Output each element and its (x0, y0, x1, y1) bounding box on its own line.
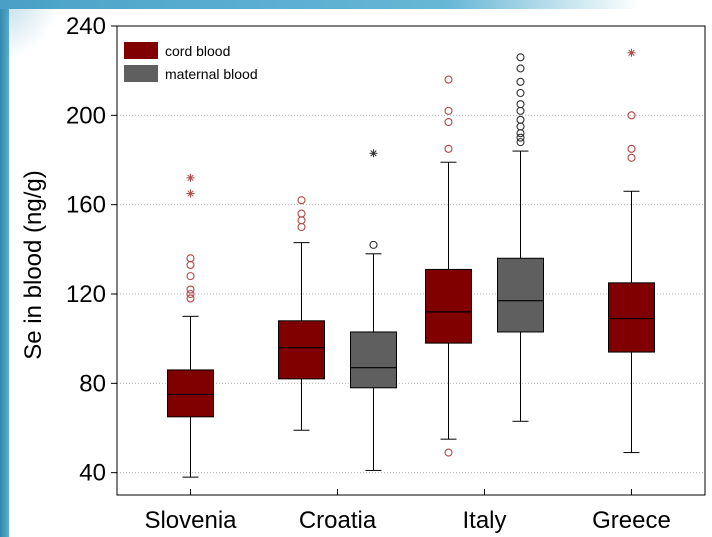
outlier-point (516, 122, 525, 131)
outlier-point (516, 53, 525, 62)
x-tick-label: Slovenia (144, 507, 237, 534)
outlier-point (627, 111, 636, 120)
outlier-point (444, 117, 453, 127)
outlier-point (444, 448, 453, 457)
corner-accent (0, 0, 60, 60)
box-iqr (497, 257, 544, 333)
outlier-point (627, 153, 636, 162)
y-axis-label: Se in blood (ng/g) (20, 170, 47, 359)
outlier-point (444, 106, 453, 115)
x-axis-ticks: Slovenia Croatia Italy Greece (144, 489, 671, 534)
outlier-point (627, 144, 636, 153)
box-iqr (167, 369, 214, 418)
box-cord-blood-slovenia (167, 173, 214, 478)
outlier-point (369, 240, 378, 249)
outlier-point (516, 133, 525, 142)
outlier-point (516, 77, 525, 86)
box-cord-blood-croatia (278, 196, 325, 431)
outlier-point (444, 75, 453, 84)
box-maternal-blood-italy (497, 53, 544, 422)
plot-frame (116, 25, 706, 496)
outlier-point (186, 285, 195, 294)
extreme-point (369, 149, 378, 158)
legend-swatch (124, 42, 158, 59)
legend-swatch (124, 65, 158, 82)
left-accent-band (0, 0, 9, 537)
box-maternal-blood-croatia (350, 149, 397, 471)
outlier-point (516, 100, 525, 109)
x-tick-label: Italy (462, 507, 506, 534)
legend-label: cord blood (165, 43, 230, 59)
legend-label: maternal blood (165, 66, 258, 82)
y-tick-label: 240 (66, 13, 106, 40)
y-tick-label: 80 (79, 370, 106, 397)
outlier-point (297, 196, 306, 205)
outlier-point (186, 289, 195, 299)
y-tick-label: 160 (66, 192, 106, 219)
top-accent-band (0, 0, 640, 9)
outlier-point (516, 129, 525, 138)
box-iqr (425, 268, 472, 344)
boxes-layer (167, 48, 655, 478)
outlier-point (186, 254, 195, 263)
y-tick-label: 40 (79, 460, 106, 487)
outlier-point (186, 272, 195, 281)
box-iqr (608, 282, 655, 353)
x-tick-label: Greece (592, 507, 671, 534)
box-cord-blood-italy (425, 75, 472, 457)
y-tick-label: 200 (66, 102, 106, 129)
x-tick-label: Croatia (299, 507, 377, 534)
y-tick-label: 120 (66, 281, 106, 308)
outlier-point (516, 138, 525, 147)
extreme-point (186, 173, 195, 182)
outlier-point (516, 88, 525, 98)
outlier-point (297, 222, 306, 232)
extreme-point (627, 48, 636, 57)
outlier-point (297, 209, 306, 218)
outlier-point (444, 144, 453, 153)
outlier-point (186, 294, 195, 303)
outlier-point (297, 216, 306, 225)
box-iqr (278, 320, 325, 380)
outlier-point (186, 260, 195, 270)
y-axis-ticks: 40 80 120 160 200 240 (66, 13, 117, 487)
outlier-point (516, 106, 525, 115)
box-iqr (350, 331, 397, 389)
outlier-point (516, 64, 525, 73)
outlier-point (516, 115, 525, 124)
box-cord-blood-greece (608, 48, 655, 454)
grid-layer (117, 114, 705, 474)
legend: cord blood maternal blood (124, 42, 258, 82)
extreme-point (186, 189, 195, 198)
